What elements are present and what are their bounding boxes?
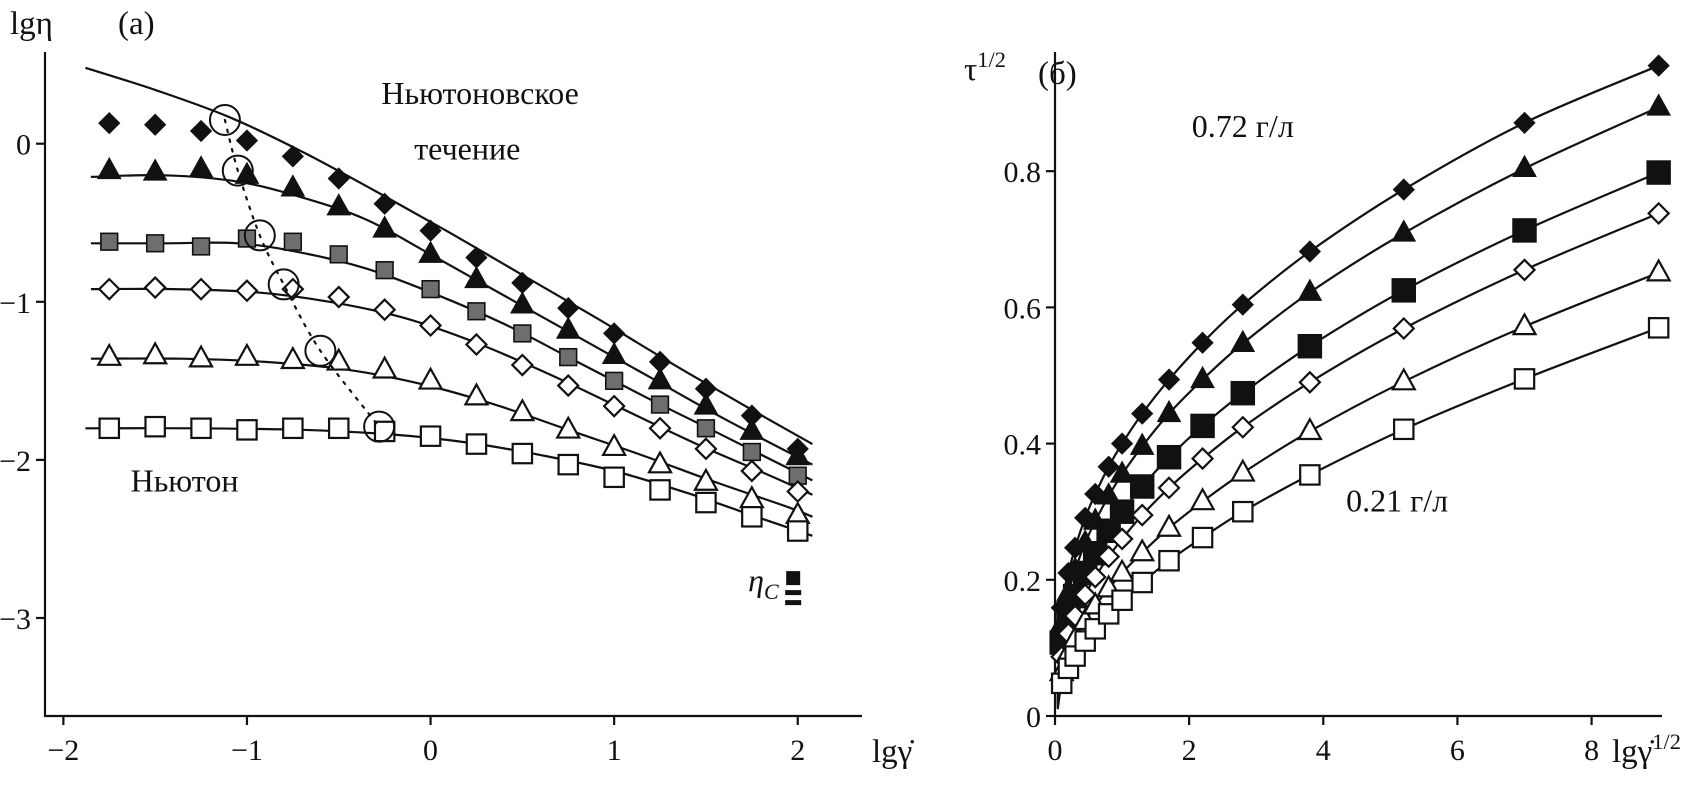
series-open-diamond bbox=[1050, 201, 1671, 706]
panel-label: (а) bbox=[118, 6, 155, 42]
y-tick-label: 0.2 bbox=[1004, 565, 1042, 598]
y-axis-label: τ1/2 bbox=[964, 47, 1006, 88]
tick-labels: −2 −1 0 1 2 0 −1 −2 −3 bbox=[0, 129, 805, 767]
annotation: Ньютон bbox=[131, 463, 239, 499]
eta-c-square-icon bbox=[786, 571, 801, 586]
transition-circle bbox=[267, 268, 300, 301]
series-filled-square bbox=[1049, 160, 1671, 704]
x-tick-label: 0 bbox=[1048, 734, 1063, 767]
panel-label: (б) bbox=[1038, 56, 1077, 92]
y-tick-label: −1 bbox=[0, 287, 31, 320]
annotation: Ньютоновское bbox=[381, 75, 579, 111]
fit-line bbox=[1056, 64, 1660, 700]
y-tick-label: 0.6 bbox=[1004, 292, 1042, 325]
annotation: 0.72 г/л bbox=[1192, 108, 1294, 144]
fit-line bbox=[85, 66, 813, 446]
x-tick-label: 2 bbox=[1182, 734, 1197, 767]
series-open-square-0.21 bbox=[1050, 317, 1670, 710]
series-filled-diamond-0.72 bbox=[1050, 54, 1670, 700]
y-tick-label: −3 bbox=[0, 603, 31, 636]
x-axis-label: lgγ̇1/2 bbox=[1612, 729, 1681, 770]
series-gray-square bbox=[90, 229, 813, 485]
axes bbox=[36, 52, 862, 725]
chart-panel-a: −2 −1 0 1 2 0 −1 −2 −3 Ньютоновское течение Ньютон l… bbox=[0, 6, 914, 770]
series-filled-triangle bbox=[90, 155, 813, 466]
x-tick-label: 0 bbox=[423, 734, 438, 767]
series-open-diamond bbox=[90, 276, 813, 504]
x-axis-label: lgγ̇ bbox=[872, 734, 914, 770]
transition-dotted-line bbox=[223, 118, 381, 428]
y-axis-label: lgη bbox=[10, 6, 53, 42]
y-tick-label: 0.4 bbox=[1004, 429, 1042, 462]
annotation: течение bbox=[414, 131, 520, 167]
x-tick-label: 6 bbox=[1450, 734, 1465, 767]
transition-circle bbox=[243, 219, 276, 252]
eta-c-label: ηC bbox=[748, 562, 779, 604]
transition-markers bbox=[208, 103, 396, 443]
x-tick-label: 2 bbox=[790, 734, 805, 767]
tick-labels: 0 2 4 6 8 0 0.2 0.4 0.6 0.8 bbox=[1004, 156, 1600, 767]
x-tick-label: −2 bbox=[47, 734, 79, 767]
transition-circle bbox=[304, 334, 337, 367]
axes bbox=[1046, 52, 1662, 725]
chart-panel-b: 0 2 4 6 8 0 0.2 0.4 0.6 0.8 0.72 г/л 0.21 г/л τ1/2 (б… bbox=[964, 47, 1681, 770]
y-tick-label: 0 bbox=[1026, 701, 1041, 734]
transition-circle bbox=[363, 410, 396, 443]
series-open-square bbox=[85, 415, 813, 542]
fit-line bbox=[1056, 212, 1660, 706]
transition-circle bbox=[208, 103, 241, 136]
eta-c-bar-icon bbox=[785, 600, 802, 606]
x-tick-label: 8 bbox=[1584, 734, 1599, 767]
x-tick-label: 1 bbox=[607, 734, 622, 767]
y-tick-label: 0 bbox=[16, 129, 31, 162]
eta-c-bar-icon bbox=[785, 590, 802, 596]
y-tick-label: −2 bbox=[0, 445, 31, 478]
annotation: 0.21 г/л bbox=[1346, 483, 1448, 519]
eta-c-legend: ηC bbox=[748, 562, 802, 606]
series-open-triangle bbox=[90, 341, 813, 525]
y-tick-label: 0.8 bbox=[1004, 156, 1042, 189]
x-tick-label: −1 bbox=[231, 734, 263, 767]
series-filled-triangle bbox=[1049, 93, 1672, 703]
transition-circle bbox=[221, 154, 254, 187]
x-tick-label: 4 bbox=[1316, 734, 1331, 767]
